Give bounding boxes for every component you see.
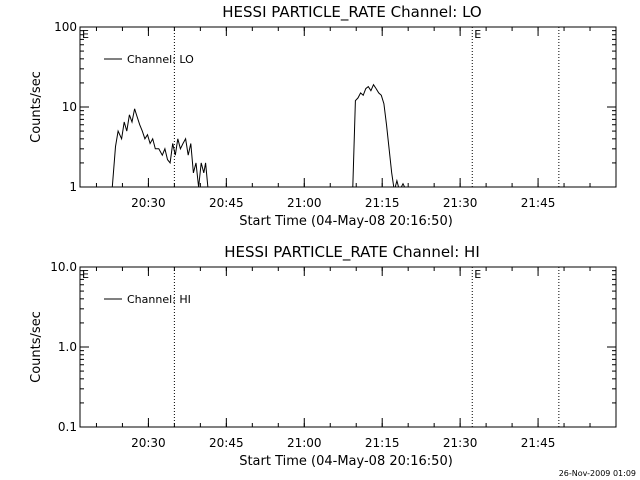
x-tick-label: 21:30 (443, 436, 478, 450)
x-tick-label: 21:45 (521, 196, 556, 210)
x-tick-label: 21:30 (443, 196, 478, 210)
hi-x-ticks: 20:30 20:45 21:00 21:15 21:30 21:45 (95, 267, 617, 450)
x-tick-label: 20:30 (131, 436, 166, 450)
vertical-marker-label: E (474, 268, 481, 281)
hi-y-axis-label: Counts/sec (29, 311, 44, 383)
vertical-marker-label: E (474, 28, 481, 41)
x-tick-label: 21:45 (521, 436, 556, 450)
x-tick-label: 21:00 (287, 436, 322, 450)
hi-corner-label: E (82, 268, 89, 281)
x-tick-label: 20:45 (209, 436, 244, 450)
hi-plot-frame (79, 266, 617, 428)
lo-vertical-markers: E (173, 27, 560, 187)
lo-corner-label: E (82, 28, 89, 41)
hi-y-ticks: 0.1 1.0 10.0 (50, 260, 616, 434)
generation-timestamp: 26-Nov-2009 01:09 (559, 469, 636, 478)
y-tick-label: 1 (69, 180, 77, 194)
x-tick-label: 21:00 (287, 196, 322, 210)
lo-series-group (111, 83, 406, 187)
lo-x-axis-label: Start Time (04-May-08 20:16:50) (239, 214, 453, 229)
lo-legend-label: Channel: LO (127, 53, 194, 66)
lo-channel-panel: HESSI PARTICLE_RATE Channel: LO 1 10 100 2… (29, 3, 617, 229)
x-tick-label: 21:15 (365, 196, 400, 210)
lo-series-line (111, 83, 406, 187)
hi-chart-title: HESSI PARTICLE_RATE Channel: HI (224, 243, 480, 262)
hi-channel-panel: HESSI PARTICLE_RATE Channel: HI 0.1 1.0 10… (29, 243, 617, 469)
x-tick-label: 21:15 (365, 436, 400, 450)
hi-legend-label: Channel: HI (127, 293, 191, 306)
lo-y-axis-label: Counts/sec (29, 71, 44, 143)
y-tick-label: 0.1 (58, 420, 77, 434)
lo-plot-frame (79, 26, 617, 188)
y-tick-label: 1.0 (58, 340, 77, 354)
x-tick-label: 20:30 (131, 196, 166, 210)
y-tick-label: 10.0 (50, 260, 77, 274)
lo-y-ticks: 1 10 100 (54, 20, 616, 194)
hi-x-axis-label: Start Time (04-May-08 20:16:50) (239, 454, 453, 469)
lo-x-ticks: 20:30 20:45 21:00 21:15 21:30 21:45 (95, 27, 617, 210)
lo-chart-title: HESSI PARTICLE_RATE Channel: LO (222, 3, 481, 22)
y-tick-label: 100 (54, 20, 77, 34)
x-tick-label: 20:45 (209, 196, 244, 210)
y-tick-label: 10 (62, 100, 77, 114)
hi-vertical-markers: E (173, 267, 560, 427)
